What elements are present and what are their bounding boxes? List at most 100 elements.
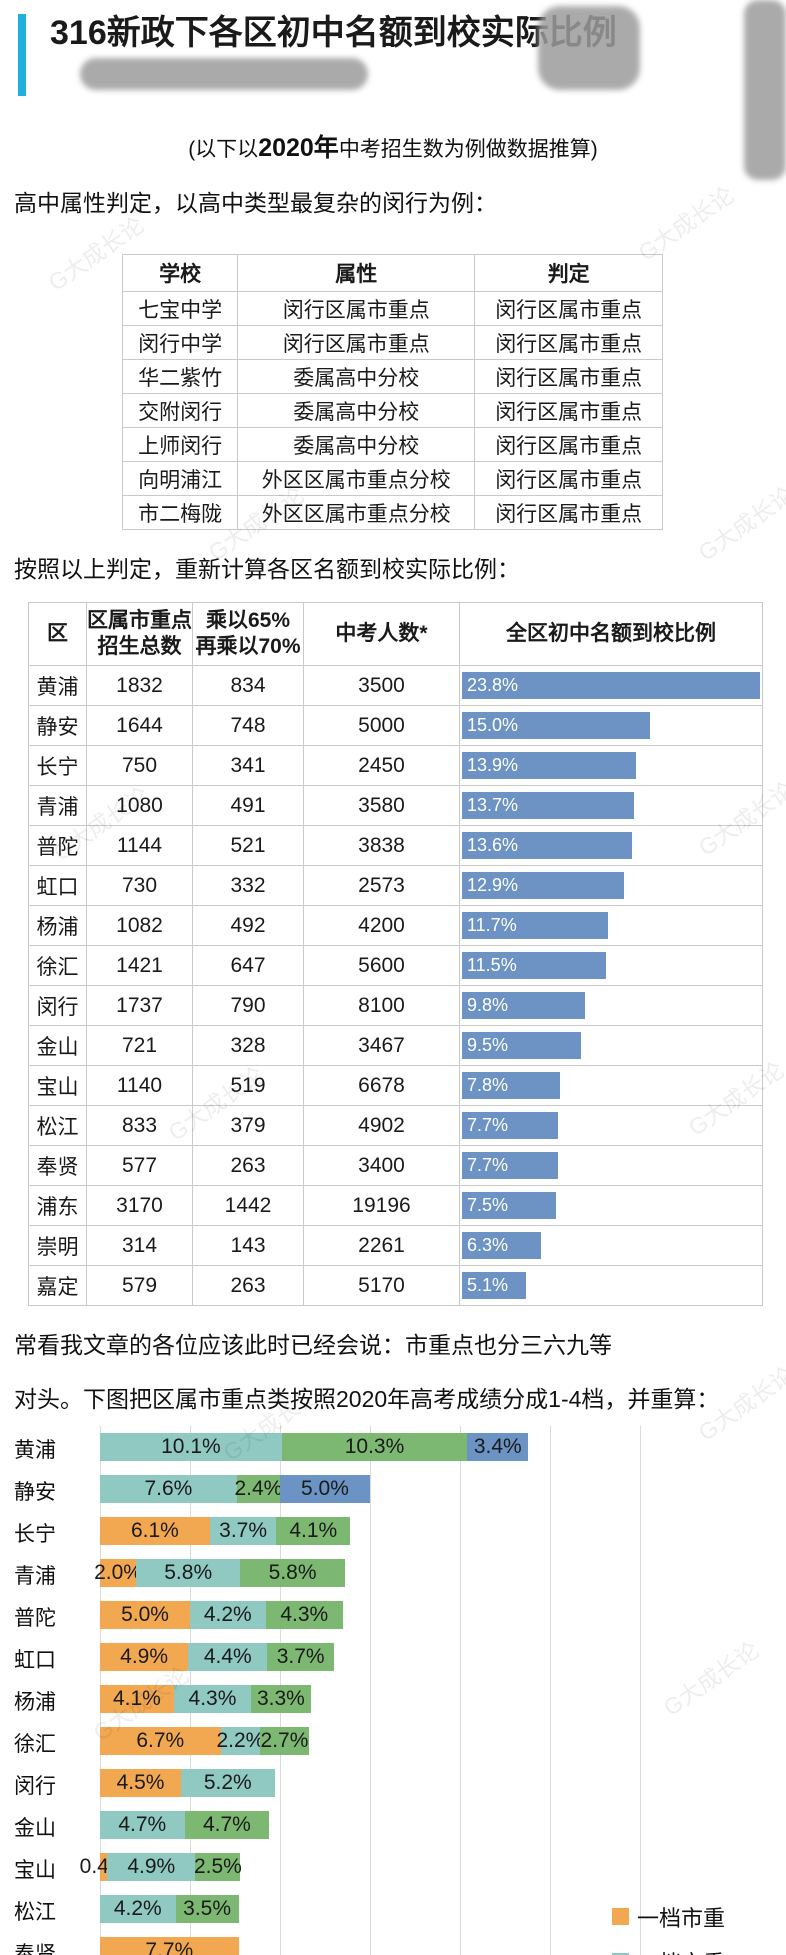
chart-row: 长宁 6.1% 3.7% 4.1% [0, 1510, 786, 1552]
chart-bar-segment: 4.1% [100, 1685, 174, 1713]
ratio-bar: 7.7% [462, 1112, 559, 1139]
subtitle: (以下以2020年中考招生数为例做数据推算) [0, 128, 786, 164]
ratio-table-cell: 332 [192, 865, 304, 906]
ratio-table-row: 闵行 1737 790 8100 9.8% [28, 985, 763, 1026]
ratio-table-cell: 3500 [303, 665, 460, 706]
school-table-cell: 闵行区属市重点 [237, 291, 476, 326]
ratio-bar-cell: 7.7% [459, 1145, 763, 1186]
chart-bar-segment: 3.7% [267, 1643, 334, 1671]
chart-bar: 4.2% 3.5% [100, 1895, 239, 1923]
ratio-table-cell: 1080 [86, 785, 193, 826]
ratio-table-cell: 263 [192, 1265, 304, 1306]
chart-bar-segment: 5.0% [100, 1601, 190, 1629]
chart-row: 金山 4.7% 4.7% [0, 1804, 786, 1846]
school-table-cell: 闵行区属市重点 [474, 359, 663, 394]
ratio-table-header-cell: 区属市重点 招生总数 [86, 602, 193, 666]
note-tiers-text: 常看我文章的各位应该此时已经会说：市重点也分三六九等 [14, 1332, 612, 1358]
ratio-table-cell: 579 [86, 1265, 193, 1306]
segment-value-label: 4.7% [118, 1813, 167, 1836]
segment-value-label: 5.8% [268, 1561, 317, 1584]
ratio-table-cell: 1644 [86, 705, 193, 746]
chart-bar: 7.6% 2.4% 5.0% [100, 1475, 370, 1503]
chart-bar-segment: 10.3% [281, 1433, 468, 1461]
ratio-table-header-cell: 中考人数* [303, 602, 460, 666]
school-table-row: 上师闵行 委属高中分校 闵行区属市重点 [121, 427, 663, 462]
chart-bar-segment: 2.5% [193, 1853, 242, 1881]
stacked-bar-chart: 黄浦 10.1% 10.3% 3.4% 静安 7.6% 2.4% 5.0% 长宁 6.1% 3.7%… [0, 1426, 786, 1955]
ratio-table-cell: 8100 [303, 985, 460, 1026]
school-table-cell: 闵行区属市重点 [474, 291, 663, 326]
ratio-table-cell: 519 [192, 1065, 304, 1106]
segment-value-label: 4.3% [188, 1687, 237, 1710]
school-table-body: 七宝中学 闵行区属市重点 闵行区属市重点 闵行中学 闵行区属市重点 闵行区属市重点 华二紫竹… [121, 291, 663, 530]
chart-bar-segment: 5.0% [279, 1475, 370, 1503]
chart-bar-segment: 4.3% [265, 1601, 343, 1629]
ratio-bar: 13.6% [462, 832, 633, 859]
segment-value-label: 3.5% [183, 1897, 232, 1920]
chart-bar: 5.0% 4.2% 4.3% [100, 1601, 343, 1629]
school-table-cell: 委属高中分校 [237, 393, 476, 428]
chart-row: 青浦 2.0% 5.8% 5.8% [0, 1552, 786, 1594]
ratio-table-row: 黄浦 1832 834 3500 23.8% [28, 665, 763, 706]
segment-value-label: 2.5% [193, 1855, 242, 1878]
ratio-table-cell: 379 [192, 1105, 304, 1146]
ratio-bar-label: 23.8% [467, 675, 519, 695]
ratio-table-cell: 崇明 [28, 1225, 87, 1266]
chart-category-label: 青浦 [14, 1565, 56, 1588]
chart-bar-segment: 2.4% [234, 1475, 282, 1503]
ratio-table-cell: 263 [192, 1145, 304, 1186]
chart-bar: 6.7% 2.2% 2.7% [100, 1727, 309, 1755]
chart-bar-segment: 4.9% [100, 1643, 189, 1671]
ratio-bar: 9.5% [462, 1032, 581, 1059]
ratio-table-cell: 长宁 [28, 745, 87, 786]
chart-bar-segment: 6.7% [100, 1727, 221, 1755]
chart-category-label: 长宁 [14, 1523, 56, 1546]
school-table-cell: 闵行区属市重点 [474, 495, 663, 530]
chart-legend: 一档市重二档市重三档市重四档市重 [612, 1894, 725, 1955]
ratio-table-cell: 4902 [303, 1105, 460, 1146]
chart-bar-segment: 2.0% [94, 1559, 142, 1587]
school-table-row: 向明浦江 外区区属市重点分校 闵行区属市重点 [121, 461, 663, 496]
censor-blob [744, 0, 786, 180]
ratio-table-cell: 492 [192, 905, 304, 946]
ratio-table-row: 徐汇 1421 647 5600 11.5% [28, 945, 763, 986]
legend-item: 一档市重 [612, 1894, 725, 1939]
chart-gridline [550, 1426, 551, 1955]
ratio-table-cell: 3400 [303, 1145, 460, 1186]
legend-label: 二档市重 [637, 1946, 725, 1955]
ratio-table-cell: 1421 [86, 945, 193, 986]
ratio-bar-label: 13.6% [467, 835, 519, 855]
segment-value-label: 5.2% [203, 1771, 252, 1794]
segment-value-label: 7.7% [145, 1939, 194, 1955]
school-table-cell: 闵行区属市重点 [474, 393, 663, 428]
chart-bar-segment: 3.3% [251, 1685, 311, 1713]
ratio-table-row: 宝山 1140 519 6678 7.8% [28, 1065, 763, 1106]
ratio-bar-label: 9.8% [467, 995, 509, 1015]
chart-bar-segment: 4.4% [188, 1643, 268, 1671]
chart-row: 闵行 4.5% 5.2% [0, 1762, 786, 1804]
subtitle-post: 中考招生数为例做数据推算) [338, 138, 598, 161]
chart-category-label: 松江 [14, 1901, 56, 1924]
school-table-cell: 交附闵行 [121, 393, 239, 428]
ratio-table-cell: 521 [192, 825, 304, 866]
school-table-cell: 闵行中学 [121, 325, 239, 360]
ratio-bar-label: 7.8% [467, 1075, 509, 1095]
segment-value-label: 4.4% [203, 1645, 252, 1668]
ratio-bar: 7.7% [462, 1152, 559, 1179]
censor-blob [80, 58, 368, 90]
chart-gridline [640, 1426, 641, 1955]
ratio-table-cell: 314 [86, 1225, 193, 1266]
ratio-table-cell: 328 [192, 1025, 304, 1066]
ratio-table-cell: 黄浦 [28, 665, 87, 706]
article-header: 316新政下各区初中名额到校实际比例 [0, 0, 786, 102]
chart-bar-segment: 4.9% [107, 1853, 196, 1881]
segment-value-label: 6.1% [130, 1519, 179, 1542]
chart-category-label: 宝山 [14, 1859, 56, 1882]
school-table-row: 交附闵行 委属高中分校 闵行区属市重点 [121, 393, 663, 428]
ratio-table-cell: 普陀 [28, 825, 87, 866]
ratio-bar: 6.3% [462, 1232, 541, 1259]
ratio-bar-cell: 13.7% [459, 785, 763, 826]
ratio-bar-cell: 7.5% [459, 1185, 763, 1226]
ratio-bar-label: 13.7% [467, 795, 519, 815]
chart-category-label: 闵行 [14, 1775, 56, 1798]
